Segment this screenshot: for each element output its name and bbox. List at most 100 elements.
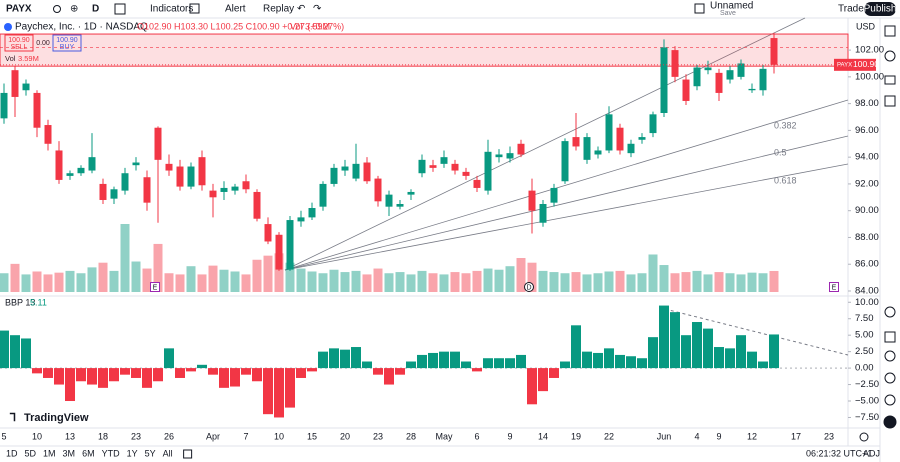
indicators-button[interactable]: Indicators: [150, 4, 193, 15]
data-window-icon[interactable]: [884, 75, 896, 85]
indicator-bar: [340, 349, 350, 369]
candle-body: [484, 151, 492, 191]
candle-body: [99, 183, 107, 200]
event-marker[interactable]: E: [832, 284, 837, 291]
event-marker[interactable]: E: [153, 284, 158, 291]
notifications-icon[interactable]: [884, 394, 896, 406]
trade-button[interactable]: Trade: [838, 4, 864, 15]
volume-bar: [241, 274, 251, 292]
indicator-bar: [560, 361, 570, 369]
axis-settings[interactable]: [859, 432, 869, 442]
range-button[interactable]: 6M: [82, 448, 95, 458]
streams-icon[interactable]: [884, 372, 896, 384]
indicator-bar: [494, 358, 504, 369]
x-tick-label: 26: [164, 431, 174, 441]
indicator-bar: [43, 368, 53, 378]
x-tick-label: 12: [747, 431, 757, 441]
layout-status: Save: [720, 10, 736, 17]
volume-bar: [747, 272, 757, 292]
indicator-bar: [252, 368, 262, 382]
top-bar: [0, 0, 900, 18]
indicator-bar: [571, 325, 581, 369]
indicator-bar: [736, 335, 746, 369]
volume-bar: [659, 265, 669, 292]
redo[interactable]: ↷: [313, 4, 322, 15]
alerts-icon[interactable]: [884, 50, 896, 62]
publish-button[interactable]: Publish: [864, 4, 897, 15]
undo[interactable]: ↶: [297, 4, 305, 15]
indicator-bar: [395, 368, 405, 375]
add-symbol[interactable]: ⊕: [70, 4, 78, 15]
indicator-bar: [186, 368, 196, 372]
volume-bar: [120, 224, 130, 292]
range-button[interactable]: 5D: [25, 448, 37, 458]
candle-body: [682, 79, 690, 101]
indicator-tick-label: 10.00: [855, 297, 879, 308]
candle-body: [726, 70, 734, 80]
range-button[interactable]: All: [163, 448, 173, 458]
layout-icon[interactable]: [694, 3, 705, 14]
symbol-search[interactable]: PAYX: [6, 4, 32, 15]
compare-icon[interactable]: [53, 5, 61, 13]
candle-body: [253, 191, 261, 219]
publish-button-bg[interactable]: [864, 2, 896, 16]
range-button[interactable]: YTD: [102, 448, 121, 458]
candle-body: [264, 224, 272, 242]
x-tick-label: 13: [65, 431, 75, 441]
interval-button[interactable]: D: [92, 4, 99, 15]
hotlist-icon[interactable]: [884, 95, 896, 107]
legend-volume: Vol 3.59M: [290, 21, 330, 31]
volume-bar: [560, 273, 570, 292]
range-button[interactable]: 1M: [43, 448, 56, 458]
last-price-tag-bg: [834, 58, 876, 71]
sell-box[interactable]: [4, 34, 34, 52]
symbol-logo: [4, 23, 12, 31]
candle-body: [583, 137, 591, 160]
volume-bar: [10, 263, 20, 292]
volume-bar: [21, 274, 31, 292]
candle-body: [132, 162, 140, 166]
volume-bar: [604, 271, 614, 292]
volume-bar: [395, 272, 405, 292]
x-tick-label: 22: [604, 431, 614, 441]
indicator-bar: [549, 368, 559, 378]
adj-button[interactable]: ADJ: [863, 448, 880, 458]
ideas-icon[interactable]: [884, 350, 896, 362]
volume-bar: [164, 273, 174, 292]
volume-bar: [461, 273, 471, 292]
range-button[interactable]: 1D: [6, 448, 18, 458]
event-marker[interactable]: D: [526, 284, 531, 291]
indicator-bar: [98, 368, 108, 388]
alert-button[interactable]: Alert: [225, 4, 246, 15]
buy-box[interactable]: [52, 34, 82, 52]
calendar-icon[interactable]: [884, 331, 896, 343]
replay-button[interactable]: Replay: [263, 4, 294, 15]
volume-bar: [417, 270, 427, 292]
price-tick-label: 100.00: [855, 71, 884, 82]
range-button[interactable]: 1Y: [127, 448, 138, 458]
date-range-icon[interactable]: [183, 449, 193, 459]
price-tick-label: 86.00: [855, 259, 879, 270]
indicator-tick-label: 5.00: [855, 330, 874, 341]
price-tick-label: 92.00: [855, 178, 879, 189]
indicator-bar: [384, 368, 394, 385]
candle-body: [330, 167, 338, 184]
candle-body: [671, 50, 679, 77]
indicator-bar: [681, 335, 691, 369]
volume-bar: [516, 258, 526, 292]
indicator-bar: [10, 335, 20, 369]
range-button[interactable]: 3M: [63, 448, 76, 458]
candle-body: [649, 114, 657, 134]
indicator-bar: [219, 368, 229, 388]
price-tick-label: 94.00: [855, 152, 879, 163]
chart-type-icon[interactable]: [114, 3, 126, 15]
target-icon[interactable]: [884, 306, 896, 318]
apps-icon[interactable]: [883, 415, 897, 429]
templates-icon[interactable]: [189, 3, 200, 14]
candle-body: [605, 114, 613, 151]
range-button[interactable]: 5Y: [145, 448, 156, 458]
layout-name[interactable]: Unnamed: [710, 1, 753, 12]
watchlist-icon[interactable]: [884, 25, 896, 37]
candle-body: [462, 171, 470, 176]
legend-ohlc: O102.90 H103.30 L100.25 C100.90 +0.27 (+…: [137, 21, 344, 31]
